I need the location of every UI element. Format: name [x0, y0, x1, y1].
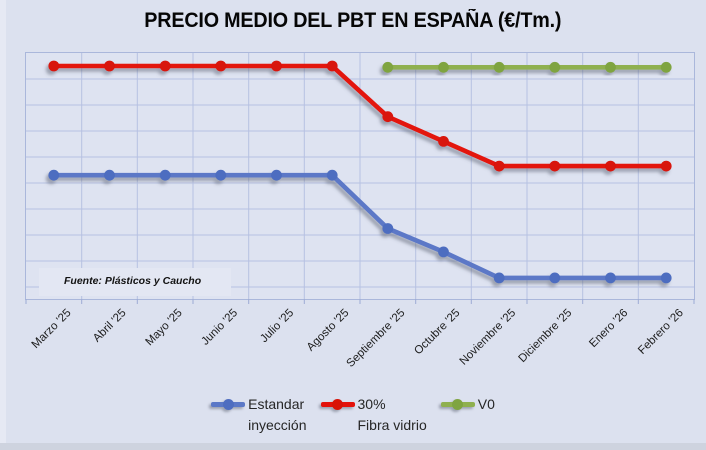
legend: Estandar inyección 30% Fibra vidrio V0 [0, 394, 706, 436]
legend-label-line1: 30% [357, 396, 386, 412]
legend-label-line2: Fibra vidrio [357, 417, 427, 433]
x-axis-label: Julio '25 [257, 307, 296, 346]
source-note: Fuente: Plásticos y Caucho [39, 268, 231, 296]
legend-dot-icon [332, 398, 343, 410]
legend-label-line2: inyección [248, 417, 307, 433]
chart-title-text: PRECIO MEDIO DEL PBT EN ESPAÑA (€/Tm.) [144, 9, 562, 32]
x-axis-label: Febrero '26 [635, 307, 686, 357]
source-note-text: Fuente: Plásticos y Caucho [64, 275, 202, 287]
x-axis-label: Mayo '25 [143, 307, 185, 349]
x-axis-label: Diciembre '25 [516, 307, 575, 365]
x-axis-label: Enero '26 [586, 307, 630, 351]
legend-item: V0 [440, 394, 495, 436]
legend-label-line1: V0 [477, 396, 495, 412]
legend-label-line1: Estandar [248, 396, 305, 412]
legend-marker-icon [440, 398, 475, 410]
legend-marker-icon [211, 398, 246, 410]
x-axis-label: Octubre '25 [412, 307, 463, 358]
x-axis-label: Agosto '25 [305, 307, 352, 354]
chart-plot-svg [25, 53, 695, 304]
left-edge-strip [0, 0, 6, 450]
x-axis-label: Abril '25 [91, 307, 129, 345]
legend-marker-icon [320, 398, 355, 410]
plot-area: Fuente: Plásticos y Caucho [25, 52, 695, 304]
x-axis-label: Junio '25 [199, 307, 241, 348]
x-axis-label: Marzo '25 [29, 307, 74, 351]
legend-item: Estandar inyección [211, 394, 307, 436]
bottom-edge-strip [0, 443, 706, 450]
legend-dot-icon [452, 398, 464, 410]
legend-item: 30% Fibra vidrio [320, 394, 427, 436]
legend-label: 30% Fibra vidrio [358, 394, 427, 436]
legend-label: Estandar inyección [248, 394, 306, 436]
chart-title: PRECIO MEDIO DEL PBT EN ESPAÑA (€/Tm.) [0, 9, 706, 33]
x-axis-label: Noviembre '25 [458, 307, 519, 368]
legend-dot-icon [222, 398, 234, 410]
x-axis-label: Septiembre '25 [344, 307, 408, 370]
legend-label: V0 [478, 394, 495, 415]
